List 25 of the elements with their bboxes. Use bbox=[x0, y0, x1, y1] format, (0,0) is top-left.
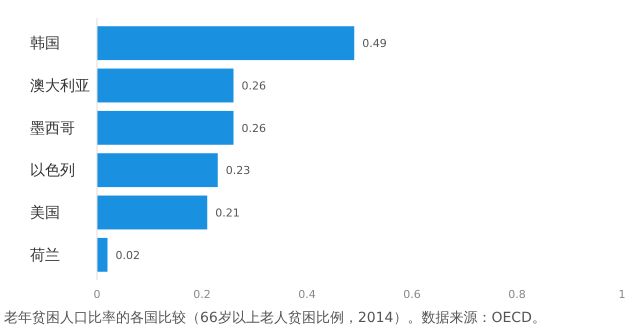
x-tick-label: 0.4 bbox=[298, 288, 316, 301]
text: 老年贫困人口比率的各国比较（66岁以上老人贫困比例，2014）。数据来源：OECD。 bbox=[4, 310, 546, 326]
y-tick-label: 以色列 bbox=[30, 161, 75, 180]
data-label: 0.02 bbox=[116, 248, 140, 262]
y-tick-label: 韩国 bbox=[30, 34, 60, 52]
bar bbox=[97, 196, 208, 230]
x-tick-label: 0.2 bbox=[193, 288, 211, 301]
x-tick-label: 0.6 bbox=[403, 288, 421, 301]
y-tick-label: 美国 bbox=[30, 204, 60, 222]
data-label: 0.49 bbox=[362, 37, 387, 50]
bar bbox=[97, 68, 234, 102]
y-tick-label: 澳大利亚 bbox=[30, 76, 90, 94]
x-tick-label: 1 bbox=[618, 288, 626, 301]
bar bbox=[97, 153, 218, 188]
y-tick-label: 墨西哥 bbox=[30, 118, 75, 137]
x-tick-label: 0.8 bbox=[508, 288, 526, 301]
x-tick-label: 0 bbox=[94, 288, 100, 301]
data-label: 0.26 bbox=[242, 122, 266, 135]
data-label: 0.26 bbox=[242, 80, 266, 92]
bar bbox=[97, 26, 354, 60]
bar bbox=[97, 238, 108, 272]
data-label: 0.23 bbox=[226, 164, 250, 178]
bar bbox=[97, 110, 234, 145]
y-tick-label: 荷兰 bbox=[30, 246, 60, 264]
data-label: 0.21 bbox=[215, 206, 240, 220]
